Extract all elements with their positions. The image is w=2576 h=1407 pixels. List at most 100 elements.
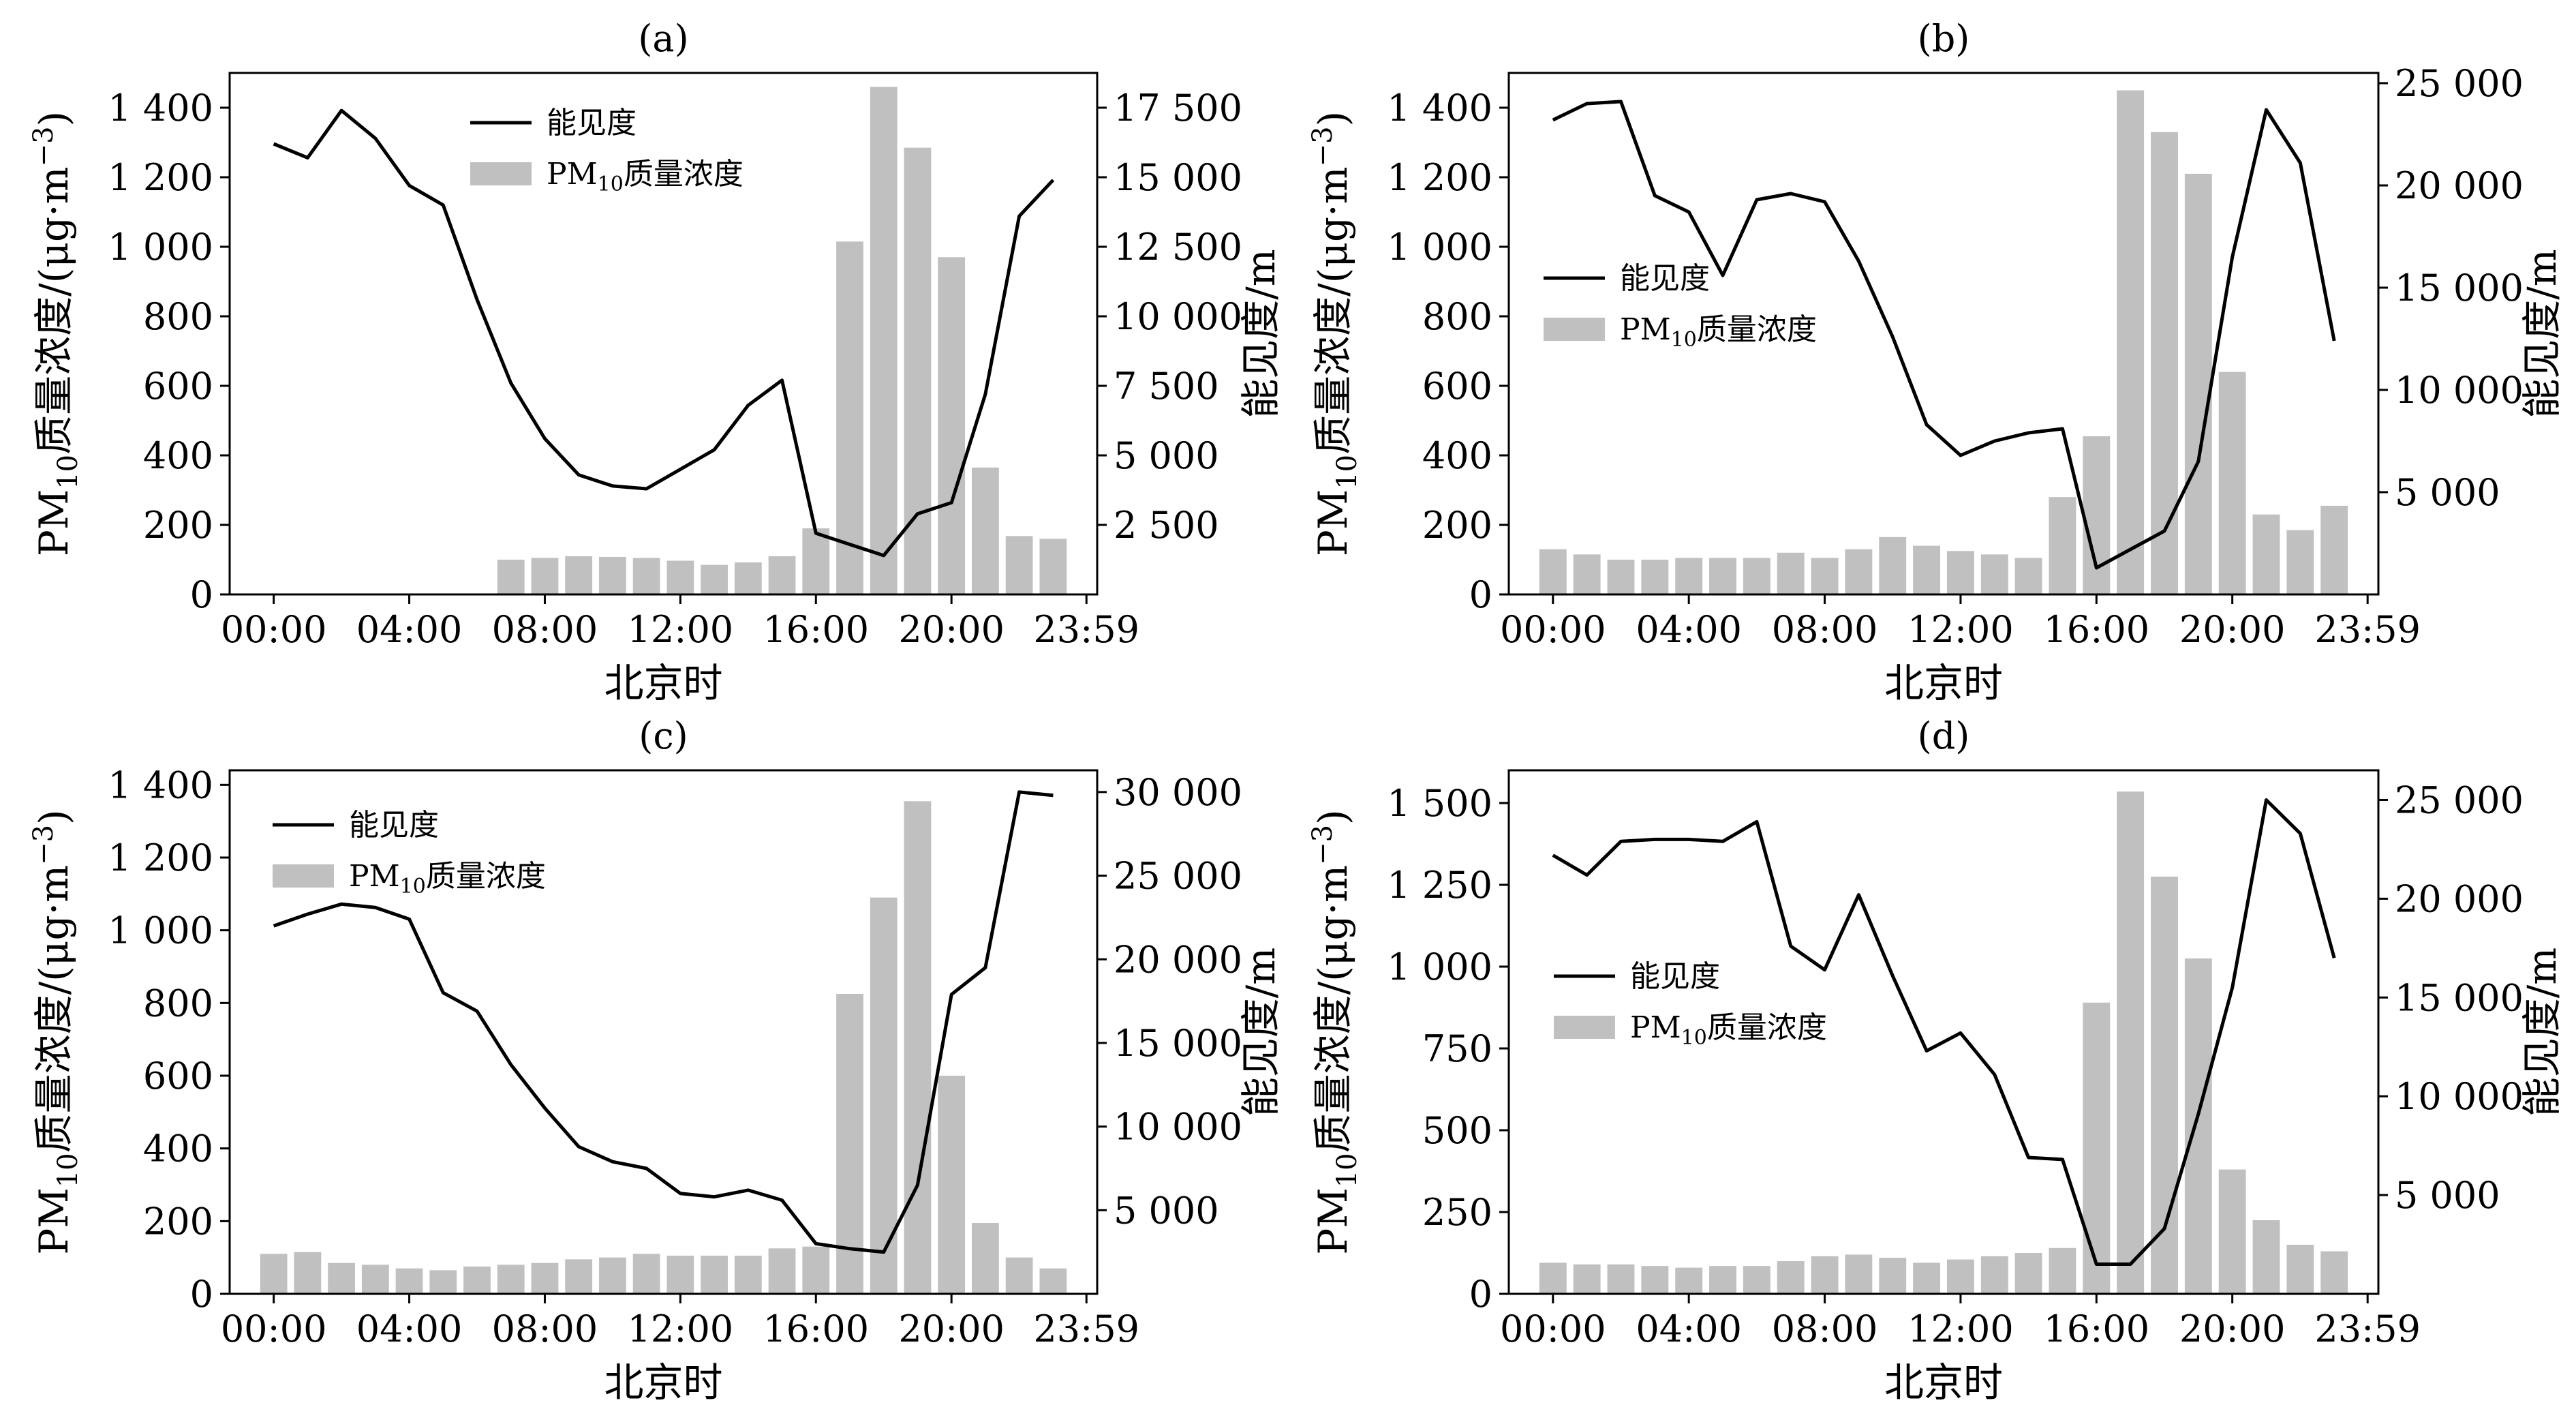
pm10-bar: [599, 556, 626, 594]
y-left-tick-label: 1 400: [108, 87, 213, 130]
legend-bar-swatch: [1544, 318, 1605, 341]
pm10-bar: [2117, 90, 2145, 594]
pm10-bar: [1539, 1262, 1567, 1294]
x-tick-label: 08:00: [1772, 608, 1878, 651]
pm10-bar: [836, 241, 863, 595]
pm10-bar: [632, 1254, 660, 1294]
panel-d: (d) 00:00 04:00 08:00 12:00 16:00 20:00 23:59 北京…: [1307, 714, 2565, 1406]
y-left-tick-label: 1 400: [1387, 87, 1492, 130]
x-tick-label: 12:00: [1907, 1307, 2014, 1350]
y-left-tick-label: 1 500: [1387, 782, 1492, 825]
x-tick-label: 04:00: [1636, 608, 1742, 651]
y-left-tick-label: 200: [143, 504, 213, 547]
plot-frame: [1507, 769, 2380, 1295]
pm10-bar: [294, 1252, 322, 1294]
y-right-tick-label: 20 000: [2395, 164, 2524, 207]
y-right-tick-label: 25 000: [2395, 62, 2524, 105]
pm10-bar: [531, 558, 559, 594]
pm10-bar: [734, 1256, 762, 1294]
legend-bar-label: PM10质量浓度: [1620, 312, 1817, 352]
pm10-bar: [1743, 1266, 1770, 1294]
pm10-bar: [701, 1256, 728, 1294]
y-left-tick-label: 400: [1422, 434, 1492, 477]
pm10-bar: [2320, 505, 2348, 594]
pm10-bar: [1539, 549, 1567, 594]
pm10-bar: [1607, 1264, 1635, 1294]
pm10-bar: [1039, 1268, 1067, 1294]
pm10-bar: [1743, 558, 1770, 594]
pm10-bar: [2218, 1169, 2246, 1294]
plot-frame: [228, 72, 1099, 596]
y-left-axis-label: PM10质量浓度/(μg·m−3): [28, 111, 84, 556]
x-tick-label: 04:00: [356, 608, 463, 651]
legend-bar-label: PM10质量浓度: [349, 859, 546, 898]
y-left-tick-label: 1 000: [108, 226, 213, 269]
y-left-tick-label: 1 250: [1387, 864, 1492, 907]
pm10-bar: [768, 556, 796, 594]
pm10-bar: [1913, 545, 1941, 594]
pm10-bar: [1005, 1257, 1033, 1294]
pm10-bar: [1980, 1256, 2008, 1294]
y-left-axis-label: PM10质量浓度/(μg·m−3): [1307, 111, 1363, 556]
pm10-bar: [2184, 958, 2212, 1294]
pm10-bar: [768, 1248, 796, 1294]
pm10-bar: [2151, 877, 2178, 1294]
legend-line-label: 能见度: [1630, 959, 1720, 994]
y-left-tick-label: 1 200: [108, 836, 213, 879]
visibility-line: [273, 790, 1054, 1254]
y-left-tick-label: 0: [1469, 1273, 1492, 1316]
legend-bar-swatch: [470, 162, 532, 185]
x-tick-label: 23:59: [1033, 608, 1139, 651]
y-right-tick-label: 20 000: [1114, 938, 1242, 981]
y-right-tick-label: 7 500: [1114, 365, 1219, 408]
pm10-bar: [701, 564, 728, 594]
plot-frame: [1507, 72, 2380, 596]
y-left-tick-label: 600: [1422, 365, 1492, 408]
legend-bar-label: PM10质量浓度: [547, 157, 743, 196]
x-tick-label: 23:59: [2314, 1307, 2421, 1350]
x-tick-label: 16:00: [763, 1307, 869, 1350]
pm10-bar: [1005, 536, 1033, 594]
pm10-bar: [497, 560, 525, 594]
pm10-bar: [1607, 560, 1635, 594]
y-left-tick-label: 0: [190, 573, 213, 616]
y-right-tick-label: 10 000: [2395, 369, 2524, 412]
pm10-bar: [599, 1257, 626, 1294]
pm10-bar: [1709, 558, 1736, 594]
pm10-bar: [2083, 1002, 2111, 1294]
y-left-tick-label: 800: [143, 295, 213, 338]
x-tick-label: 20:00: [2179, 608, 2286, 651]
x-tick-label: 16:00: [2043, 1307, 2149, 1350]
y-right-tick-label: 10 000: [1114, 295, 1242, 338]
visibility-line: [1552, 100, 2336, 570]
pm10-bar: [1913, 1262, 1941, 1294]
y-right-tick-label: 30 000: [1114, 771, 1242, 814]
x-axis-label: 北京时: [1884, 660, 2003, 706]
panel-a: (a) 00:00 04:00 08:00 12:00 16:00 20:00 23:59 北京…: [28, 17, 1284, 706]
y-left-tick-label: 200: [1422, 504, 1492, 547]
pm10-bar: [1573, 1264, 1601, 1294]
y-right-tick-label: 25 000: [2395, 778, 2524, 821]
pm10-bar: [429, 1270, 457, 1294]
pm10-bar: [531, 1262, 559, 1294]
x-tick-label: 20:00: [2179, 1307, 2286, 1350]
y-left-tick-label: 800: [1422, 295, 1492, 338]
y-right-tick-label: 5 000: [1114, 1189, 1219, 1232]
pm10-bar: [2151, 132, 2178, 594]
x-tick-label: 16:00: [2043, 608, 2149, 651]
pm10-bar: [463, 1267, 491, 1294]
y-left-axis-label: PM10质量浓度/(μg·m−3): [1307, 809, 1363, 1254]
pm10-bar: [632, 558, 660, 594]
x-tick-label: 00:00: [221, 1307, 327, 1350]
y-left-tick-label: 1 200: [108, 156, 213, 199]
pm10-bar: [2014, 1253, 2042, 1294]
pm10-bar: [2252, 1220, 2280, 1294]
plot-frame: [228, 769, 1099, 1295]
panel-c: (c) 00:00 04:00 08:00 12:00 16:00 20:00 23:59 北京…: [28, 714, 1284, 1406]
pm10-bar: [1946, 1259, 1974, 1294]
pm10-bar: [666, 1256, 694, 1294]
pm10-bar: [1946, 551, 1974, 594]
pm10-bar: [1777, 552, 1805, 594]
y-right-axis-label: 能见度/m: [1238, 948, 1284, 1117]
